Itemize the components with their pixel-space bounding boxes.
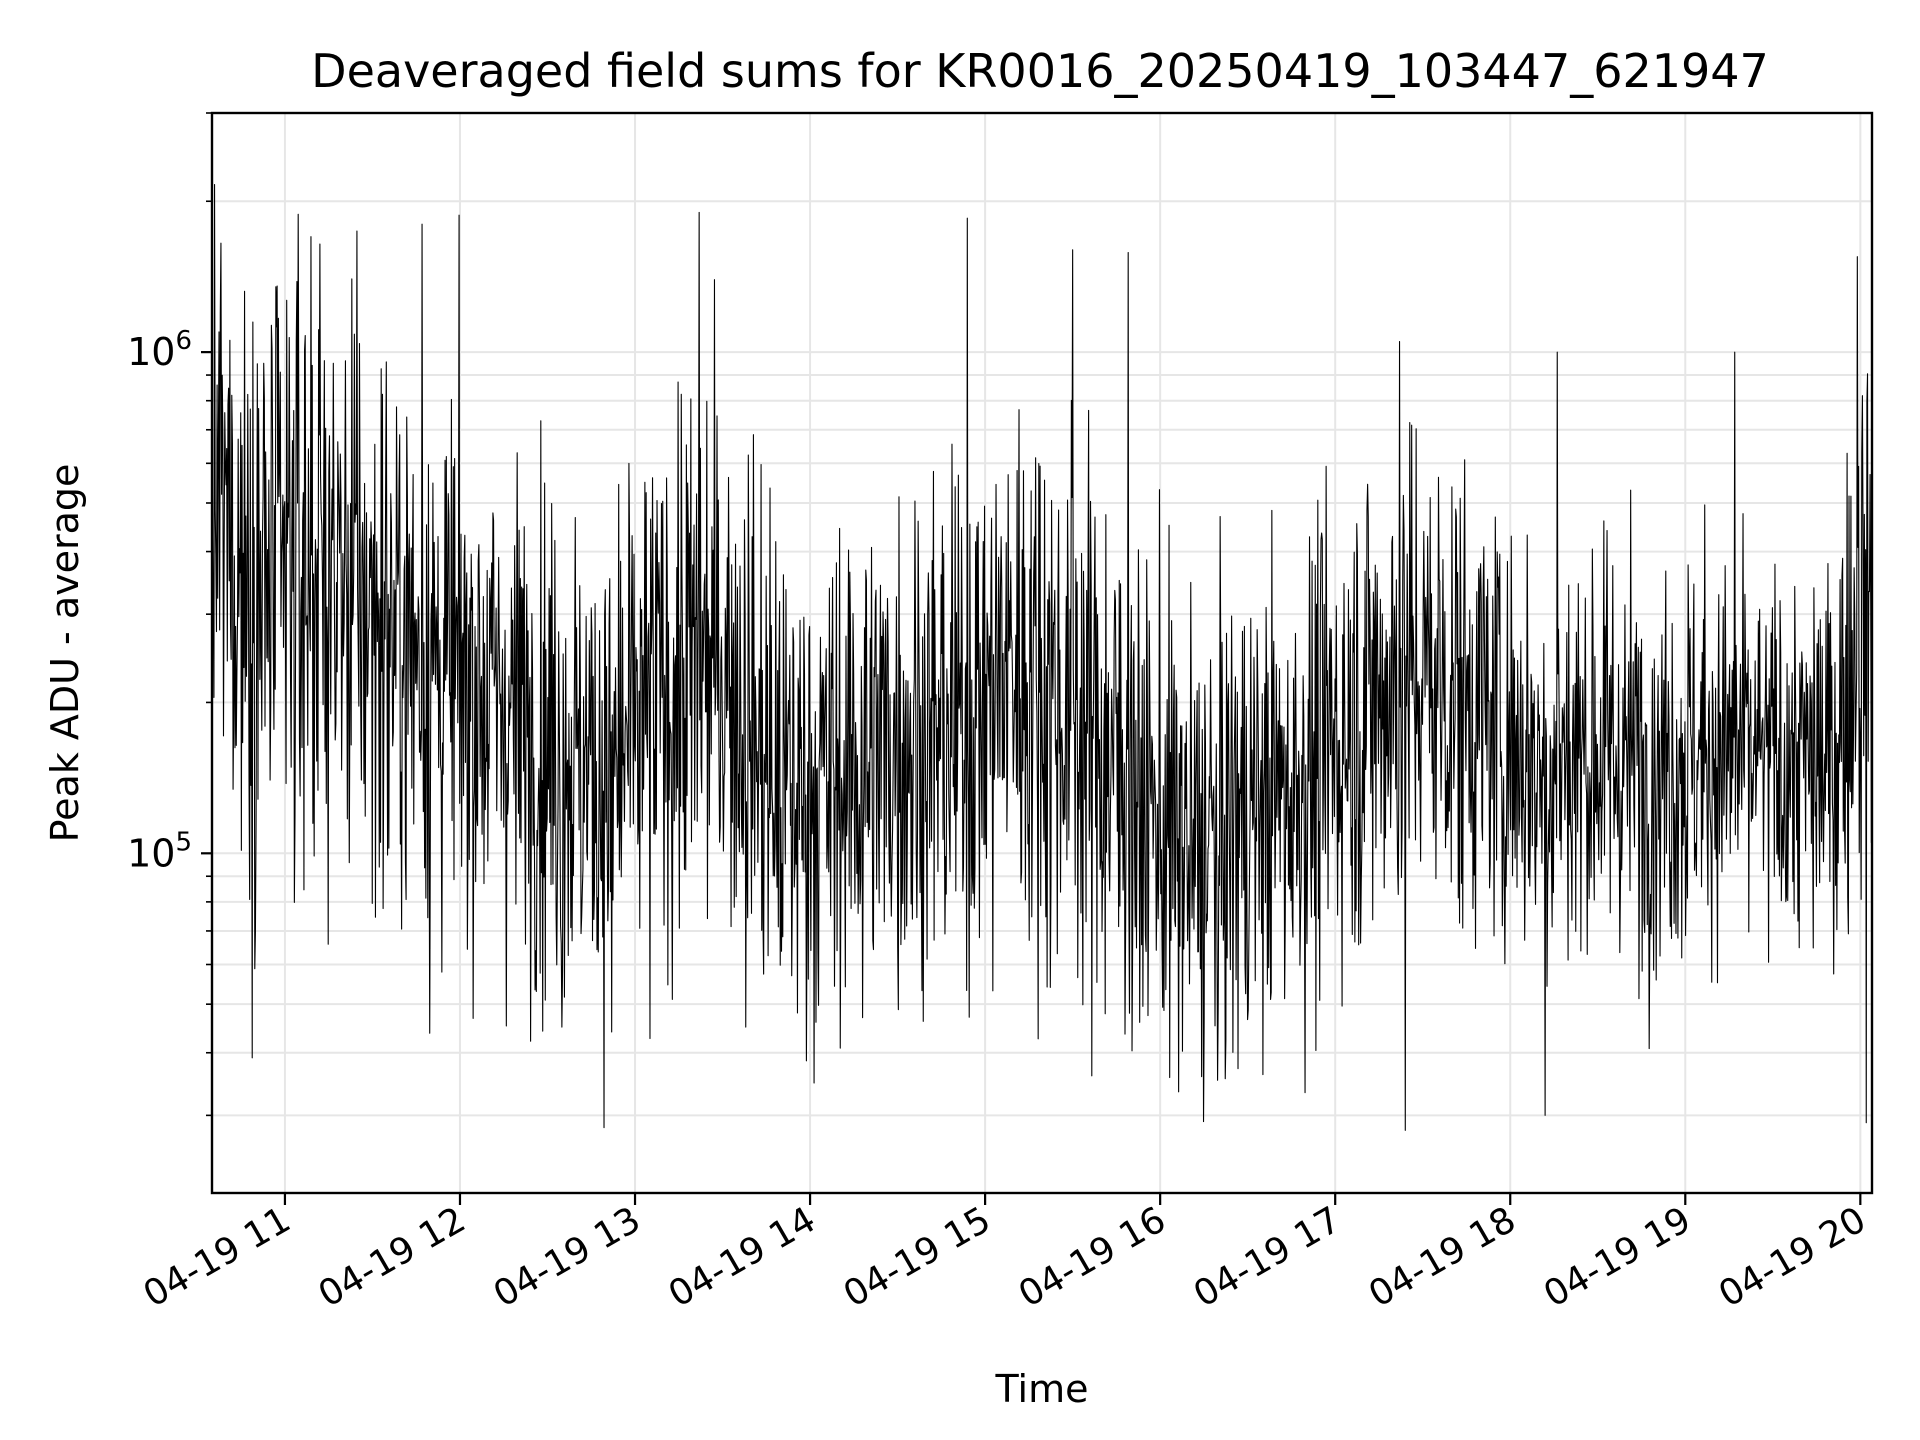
x-tick-label: 04-19 17	[1187, 1199, 1348, 1315]
y-tick-base: 10	[127, 330, 175, 374]
y-tick-exponent: 6	[175, 326, 192, 356]
y-tick-exponent: 5	[175, 827, 192, 857]
data-layer	[211, 183, 1873, 1131]
x-ticks: 04-19 11 04-19 12 04-19 13 04-19 14 04-19 15…	[137, 1193, 1873, 1316]
y-tick-label: 106	[127, 326, 192, 374]
x-tick-label: 04-19 16	[1012, 1199, 1173, 1315]
x-tick-label: 04-19 18	[1362, 1199, 1523, 1315]
y-axis-label: Peak ADU - average	[43, 464, 87, 843]
series-line	[211, 183, 1873, 1131]
y-tick-base: 10	[127, 831, 175, 875]
x-axis-label: Time	[995, 1367, 1089, 1411]
x-tick-label: 04-19 11	[137, 1199, 298, 1315]
x-tick-label: 04-19 20	[1712, 1199, 1873, 1315]
x-tick-label: 04-19 15	[837, 1199, 998, 1315]
x-tick-label: 04-19 12	[312, 1199, 473, 1315]
chart-title: Deaveraged field sums for KR0016_2025041…	[311, 44, 1769, 98]
plot-frame	[210, 111, 1874, 1195]
x-tick-label: 04-19 19	[1537, 1199, 1698, 1315]
x-tick-label: 04-19 13	[487, 1199, 648, 1315]
y-tick-label: 105	[127, 827, 192, 875]
x-tick-label: 04-19 14	[662, 1199, 823, 1315]
